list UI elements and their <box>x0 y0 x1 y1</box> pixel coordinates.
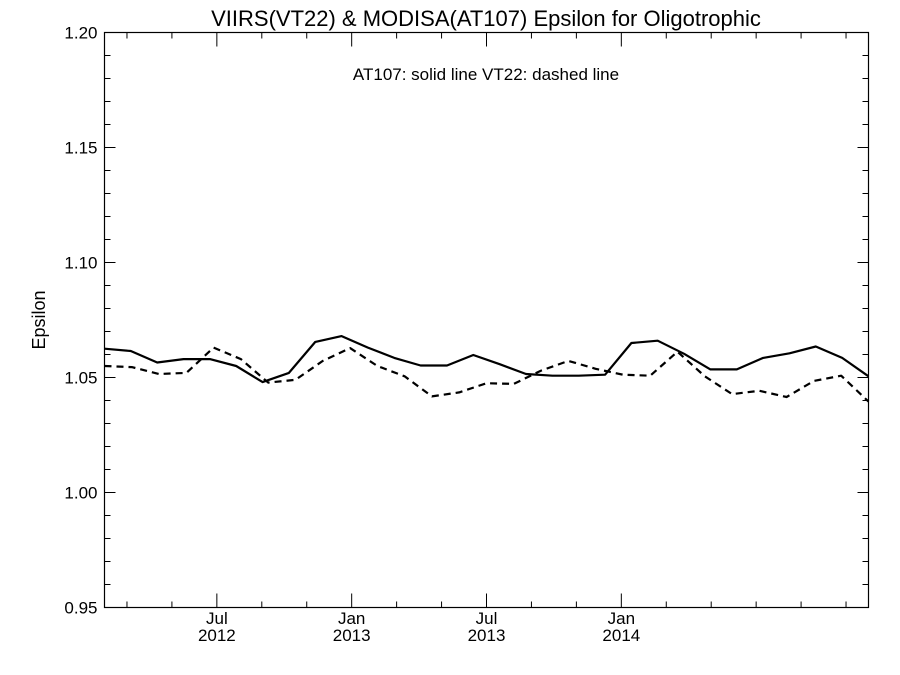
series-line-at107 <box>104 335 870 384</box>
y-tick-label: 1.00 <box>64 484 97 503</box>
tick-labels: 0.951.001.051.101.151.20Jul2012Jan2013Ju… <box>64 24 640 646</box>
x-tick-label-year: 2012 <box>198 626 236 645</box>
x-tick-label-month: Jul <box>476 609 498 628</box>
y-tick-label: 1.20 <box>64 24 97 43</box>
x-tick-label-year: 2013 <box>468 626 506 645</box>
x-tick-label-month: Jan <box>338 609 365 628</box>
x-tick-label-year: 2014 <box>602 626 640 645</box>
y-tick-label: 1.05 <box>64 369 97 388</box>
x-tick-label-year: 2013 <box>333 626 371 645</box>
axis-ticks <box>104 32 869 608</box>
series-lines <box>104 335 870 403</box>
y-tick-label: 1.15 <box>64 139 97 158</box>
y-tick-label: 1.10 <box>64 254 97 273</box>
series-line-vt22 <box>104 346 870 403</box>
x-tick-label-month: Jan <box>608 609 635 628</box>
plot-frame <box>103 31 870 609</box>
chart-title: VIIRS(VT22) & MODISA(AT107) Epsilon for … <box>211 6 761 31</box>
y-tick-label: 0.95 <box>64 599 97 618</box>
line-style-annotation: AT107: solid line VT22: dashed line <box>353 65 619 84</box>
x-tick-label-month: Jul <box>206 609 228 628</box>
y-axis-label: Epsilon <box>29 290 49 349</box>
